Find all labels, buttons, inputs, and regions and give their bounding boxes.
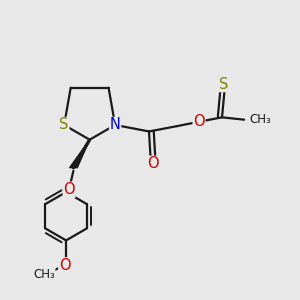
Text: S: S — [59, 118, 69, 133]
Text: O: O — [193, 114, 205, 129]
Text: O: O — [147, 156, 159, 171]
Text: O: O — [59, 258, 70, 273]
Text: O: O — [63, 182, 75, 197]
Text: CH₃: CH₃ — [249, 113, 271, 126]
Text: S: S — [219, 76, 229, 92]
Polygon shape — [70, 140, 90, 168]
Text: CH₃: CH₃ — [33, 268, 55, 281]
Text: N: N — [110, 118, 121, 133]
